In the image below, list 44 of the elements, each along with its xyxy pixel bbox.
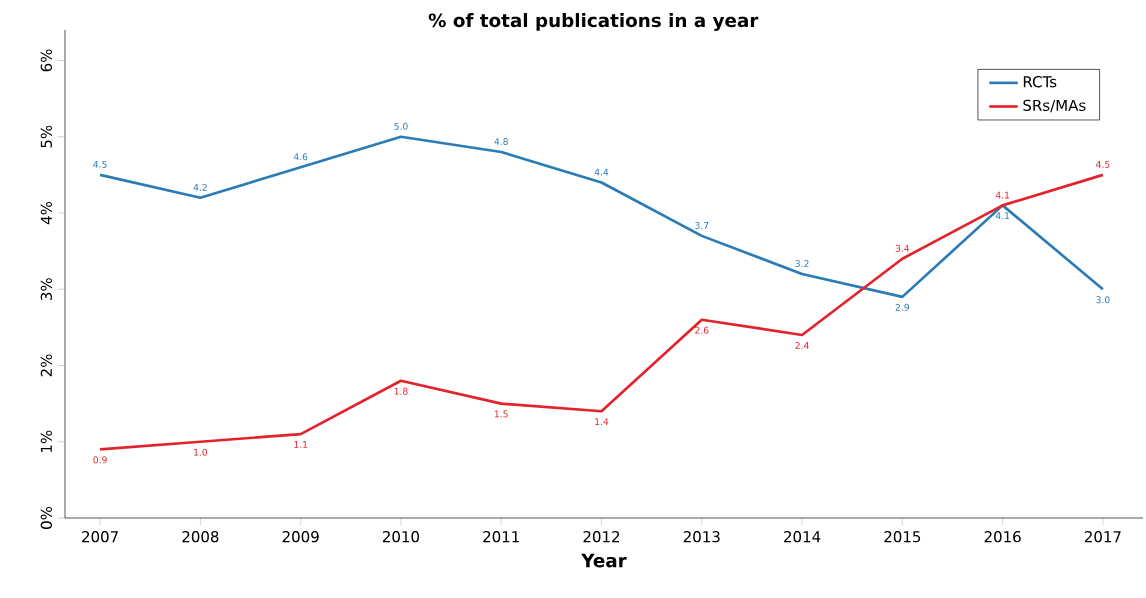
data-label: 3.4 xyxy=(895,244,910,252)
data-label: 1.0 xyxy=(194,448,208,456)
data-label: 3.0 xyxy=(1096,296,1110,304)
x-tick-label: 2017 xyxy=(1084,531,1121,543)
data-label: 2.9 xyxy=(895,303,909,311)
x-tick-label: 2010 xyxy=(382,531,420,543)
x-tick-label: 2016 xyxy=(984,531,1021,543)
data-label: 4.6 xyxy=(293,153,308,161)
data-label: 4.8 xyxy=(494,138,508,145)
data-label: 2.4 xyxy=(795,341,809,349)
data-label: 1.8 xyxy=(394,387,408,395)
x-tick-label: 2013 xyxy=(683,531,720,543)
x-tick-label: 2008 xyxy=(182,531,219,543)
x-tick-label: 2011 xyxy=(483,531,519,543)
data-label: 2.6 xyxy=(695,326,709,334)
y-tick-label: 4% xyxy=(40,201,53,225)
data-label: 5.0 xyxy=(394,122,408,130)
y-tick-label: 3% xyxy=(40,278,53,300)
data-label: 0.9 xyxy=(93,456,107,464)
y-tick-label: 0% xyxy=(40,506,53,529)
data-label: 4.5 xyxy=(1096,161,1110,168)
x-axis-title: Year xyxy=(581,553,627,568)
x-tick-label: 2007 xyxy=(82,531,118,543)
chart-title: % of total publications in a year xyxy=(428,13,759,31)
data-label: 3.7 xyxy=(695,221,709,229)
x-tick-label: 2009 xyxy=(282,531,319,543)
y-tick-label: 5% xyxy=(40,125,53,148)
data-label: 3.2 xyxy=(795,260,809,267)
x-tick-label: 2015 xyxy=(884,531,921,543)
data-label: 4.1 xyxy=(995,212,1010,220)
data-label: 4.2 xyxy=(193,183,207,191)
legend-label: RCTs xyxy=(1023,76,1057,88)
legend-label: SRs/MAs xyxy=(1023,99,1086,113)
data-label: 1.4 xyxy=(595,418,609,425)
x-tick-label: 2012 xyxy=(583,531,620,543)
y-tick-label: 1% xyxy=(40,430,53,452)
data-label: 4.4 xyxy=(594,168,609,176)
data-label: 1.1 xyxy=(294,441,308,448)
x-tick-label: 2014 xyxy=(784,531,821,543)
data-label: 1.5 xyxy=(494,410,508,418)
data-label: 4.1 xyxy=(995,191,1010,199)
y-tick-label: 2% xyxy=(40,354,53,377)
data-label: 4.5 xyxy=(93,161,107,168)
y-tick-label: 6% xyxy=(40,49,53,72)
